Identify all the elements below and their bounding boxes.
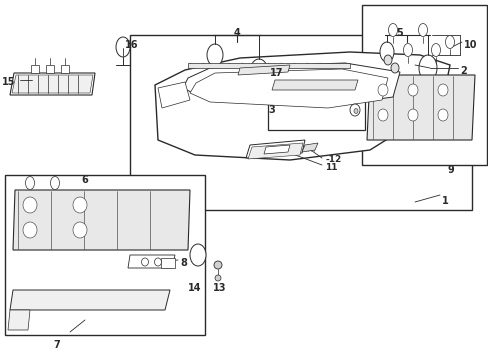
Ellipse shape [437, 84, 447, 96]
Ellipse shape [445, 36, 453, 49]
Text: 6: 6 [81, 175, 88, 185]
Ellipse shape [304, 100, 315, 110]
Text: 17: 17 [269, 68, 283, 78]
Ellipse shape [437, 109, 447, 121]
Ellipse shape [390, 63, 398, 73]
Ellipse shape [430, 44, 440, 57]
Text: 9: 9 [447, 165, 454, 175]
Text: -12: -12 [325, 155, 341, 164]
Polygon shape [238, 65, 289, 75]
Ellipse shape [50, 176, 60, 189]
Ellipse shape [25, 176, 35, 189]
Ellipse shape [214, 261, 222, 269]
Ellipse shape [349, 104, 359, 116]
Polygon shape [12, 75, 93, 93]
Ellipse shape [206, 44, 223, 66]
Text: 5: 5 [395, 28, 402, 38]
Ellipse shape [418, 55, 436, 81]
Text: 8: 8 [180, 258, 186, 268]
Polygon shape [10, 73, 95, 95]
Ellipse shape [407, 109, 417, 121]
Text: 13: 13 [213, 283, 226, 293]
Text: 11: 11 [325, 163, 337, 172]
Ellipse shape [154, 258, 161, 266]
Ellipse shape [418, 23, 427, 36]
Text: 15: 15 [2, 77, 16, 87]
Polygon shape [183, 63, 399, 105]
Polygon shape [61, 65, 69, 73]
Ellipse shape [377, 109, 387, 121]
Ellipse shape [141, 258, 148, 266]
Polygon shape [155, 52, 449, 160]
Text: 10: 10 [463, 40, 476, 50]
Ellipse shape [215, 275, 221, 281]
Ellipse shape [379, 42, 393, 62]
Ellipse shape [407, 84, 417, 96]
Text: 4: 4 [234, 28, 240, 38]
Polygon shape [271, 80, 357, 90]
Ellipse shape [403, 44, 412, 57]
Polygon shape [13, 190, 190, 250]
Text: 3: 3 [267, 105, 274, 115]
Polygon shape [366, 75, 474, 140]
Polygon shape [128, 255, 175, 268]
Ellipse shape [387, 23, 397, 36]
Polygon shape [190, 69, 387, 108]
Ellipse shape [23, 222, 37, 238]
Polygon shape [10, 290, 170, 310]
Polygon shape [245, 140, 305, 158]
Polygon shape [46, 65, 54, 73]
Polygon shape [187, 63, 349, 68]
Ellipse shape [249, 59, 267, 85]
Polygon shape [264, 145, 289, 154]
Bar [161, 258, 175, 268]
Text: 2: 2 [459, 66, 466, 76]
Ellipse shape [353, 108, 357, 113]
Text: 16: 16 [125, 40, 138, 50]
Ellipse shape [23, 197, 37, 213]
Bar [267, 73, 364, 130]
Polygon shape [8, 310, 30, 330]
Ellipse shape [116, 37, 130, 57]
Polygon shape [31, 65, 39, 73]
Ellipse shape [190, 244, 205, 266]
Text: 7: 7 [53, 340, 60, 350]
Bar [130, 35, 471, 210]
Bar [361, 5, 486, 165]
Text: 1: 1 [441, 196, 448, 206]
Ellipse shape [377, 84, 387, 96]
Ellipse shape [73, 197, 87, 213]
Polygon shape [247, 143, 303, 159]
Bar [5, 175, 204, 335]
Polygon shape [302, 143, 317, 152]
Text: 14: 14 [187, 283, 201, 293]
Ellipse shape [383, 55, 391, 65]
Polygon shape [158, 82, 190, 108]
Ellipse shape [73, 222, 87, 238]
